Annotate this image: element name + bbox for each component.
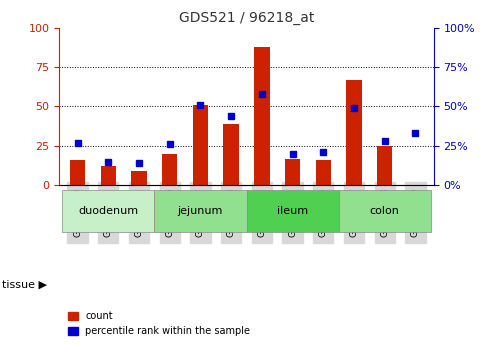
Bar (131, 171, 147, 185)
Bar (101, 166, 116, 185)
FancyBboxPatch shape (154, 190, 246, 232)
Bar (316, 160, 331, 185)
FancyBboxPatch shape (339, 190, 431, 232)
Bar (193, 105, 208, 185)
Text: ileum: ileum (277, 206, 308, 216)
Text: colon: colon (370, 206, 400, 216)
Bar (254, 47, 270, 185)
FancyBboxPatch shape (62, 190, 154, 232)
Bar (70, 160, 85, 185)
Bar (285, 158, 300, 185)
Legend: count, percentile rank within the sample: count, percentile rank within the sample (64, 307, 254, 340)
FancyBboxPatch shape (246, 190, 339, 232)
Text: duodenum: duodenum (78, 206, 139, 216)
Bar (377, 146, 392, 185)
Text: tissue ▶: tissue ▶ (2, 280, 47, 289)
Bar (346, 80, 362, 185)
Bar (162, 154, 177, 185)
Text: jejunum: jejunum (178, 206, 223, 216)
Bar (223, 124, 239, 185)
Title: GDS521 / 96218_at: GDS521 / 96218_at (179, 11, 314, 25)
